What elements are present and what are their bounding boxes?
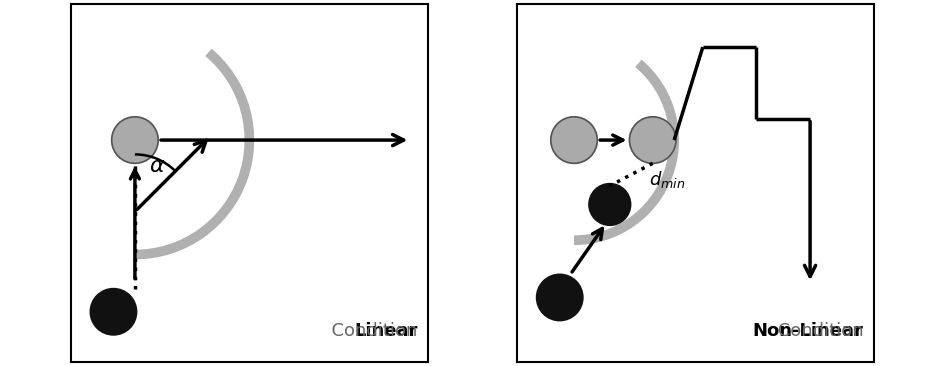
Circle shape [588,183,630,225]
Circle shape [550,117,597,163]
Circle shape [90,288,137,335]
Text: Linear: Linear [354,322,417,340]
Text: $d_{min}$: $d_{min}$ [649,169,684,190]
Circle shape [629,117,675,163]
Circle shape [111,117,158,163]
Text: Non-Linear: Non-Linear [752,322,863,340]
Text: $\alpha$: $\alpha$ [149,156,165,176]
Text: Condition: Condition [251,322,417,340]
Text: Condition: Condition [656,322,863,340]
Circle shape [536,274,582,321]
